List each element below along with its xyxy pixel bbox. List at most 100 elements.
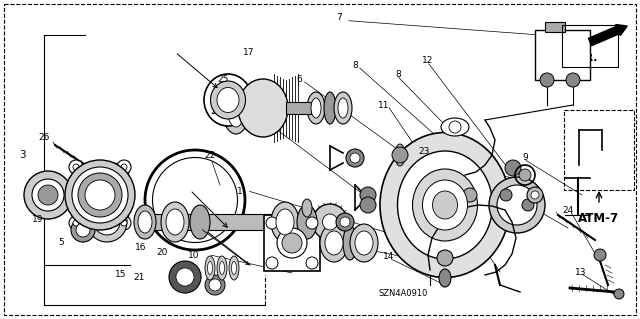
- Ellipse shape: [343, 226, 357, 260]
- Circle shape: [392, 147, 408, 163]
- Text: 8: 8: [396, 70, 401, 79]
- Ellipse shape: [397, 151, 493, 259]
- Circle shape: [346, 149, 364, 167]
- Ellipse shape: [324, 92, 336, 124]
- Text: 14: 14: [383, 252, 395, 261]
- Text: 21: 21: [134, 273, 145, 282]
- Ellipse shape: [325, 231, 343, 255]
- Circle shape: [614, 289, 624, 299]
- Circle shape: [437, 250, 453, 266]
- Circle shape: [489, 177, 545, 233]
- Text: 24: 24: [563, 206, 574, 215]
- Circle shape: [121, 220, 127, 226]
- Circle shape: [76, 223, 90, 237]
- Text: 25: 25: [211, 107, 222, 116]
- Text: 16: 16: [135, 243, 147, 252]
- Ellipse shape: [422, 180, 467, 230]
- Circle shape: [519, 169, 531, 181]
- Circle shape: [463, 188, 477, 202]
- Circle shape: [340, 217, 350, 227]
- Text: 4: 4: [73, 225, 78, 234]
- Text: 8: 8: [353, 61, 358, 70]
- Circle shape: [169, 261, 201, 293]
- Ellipse shape: [355, 231, 373, 255]
- Circle shape: [87, 202, 127, 242]
- Ellipse shape: [222, 82, 250, 134]
- Ellipse shape: [312, 204, 348, 240]
- Circle shape: [282, 233, 302, 253]
- Bar: [535, 30, 590, 80]
- Circle shape: [449, 121, 461, 133]
- Circle shape: [85, 180, 115, 210]
- Ellipse shape: [307, 92, 325, 124]
- Circle shape: [540, 73, 554, 87]
- Bar: [286, 102, 311, 114]
- Text: ATM-7: ATM-7: [579, 211, 620, 225]
- Text: 6: 6: [297, 75, 302, 84]
- Circle shape: [277, 228, 307, 258]
- Ellipse shape: [302, 199, 312, 217]
- Ellipse shape: [211, 81, 246, 119]
- Circle shape: [65, 160, 135, 230]
- Bar: [145, 214, 330, 230]
- Circle shape: [69, 216, 83, 230]
- Ellipse shape: [276, 209, 294, 235]
- Circle shape: [505, 160, 521, 176]
- Text: 10: 10: [188, 251, 200, 260]
- Circle shape: [522, 199, 534, 211]
- Bar: [545, 22, 565, 32]
- Circle shape: [32, 179, 64, 211]
- Text: 17: 17: [243, 48, 254, 57]
- Ellipse shape: [297, 205, 317, 239]
- FancyArrow shape: [588, 25, 627, 46]
- Circle shape: [100, 215, 114, 229]
- Circle shape: [360, 197, 376, 213]
- Text: 9: 9: [522, 153, 527, 162]
- Circle shape: [69, 160, 83, 174]
- Text: 1: 1: [237, 187, 243, 196]
- Text: 18: 18: [168, 206, 180, 215]
- Ellipse shape: [217, 256, 227, 280]
- Circle shape: [94, 209, 120, 235]
- Circle shape: [117, 216, 131, 230]
- Circle shape: [266, 217, 278, 229]
- Circle shape: [497, 185, 537, 225]
- Circle shape: [336, 213, 354, 231]
- Ellipse shape: [205, 256, 215, 280]
- Ellipse shape: [227, 89, 245, 127]
- Text: SZN4A0910: SZN4A0910: [378, 289, 428, 298]
- Circle shape: [306, 257, 318, 269]
- Ellipse shape: [395, 144, 405, 166]
- Text: 13: 13: [575, 268, 587, 277]
- Text: 23: 23: [419, 147, 430, 156]
- Ellipse shape: [311, 98, 321, 118]
- Ellipse shape: [220, 262, 225, 275]
- Ellipse shape: [350, 224, 378, 262]
- Text: 23: 23: [358, 243, 369, 252]
- Text: 5: 5: [58, 238, 63, 247]
- Text: 3: 3: [19, 150, 26, 160]
- Ellipse shape: [441, 118, 469, 136]
- Ellipse shape: [190, 205, 210, 239]
- Text: 2: 2: [233, 94, 238, 103]
- Ellipse shape: [323, 214, 337, 230]
- Ellipse shape: [380, 132, 510, 278]
- Ellipse shape: [439, 269, 451, 287]
- Ellipse shape: [207, 262, 212, 275]
- Circle shape: [72, 167, 128, 223]
- Circle shape: [531, 191, 539, 199]
- Text: 11: 11: [378, 101, 390, 110]
- Ellipse shape: [161, 202, 189, 242]
- Ellipse shape: [166, 209, 184, 235]
- Circle shape: [360, 187, 376, 203]
- Circle shape: [176, 268, 194, 286]
- Ellipse shape: [232, 262, 237, 275]
- Text: 12: 12: [422, 56, 433, 65]
- Text: 15: 15: [115, 270, 126, 279]
- Bar: [562, 25, 618, 67]
- Text: 20: 20: [156, 248, 168, 256]
- Circle shape: [306, 217, 318, 229]
- Ellipse shape: [320, 224, 348, 262]
- Circle shape: [527, 187, 543, 203]
- Ellipse shape: [334, 92, 352, 124]
